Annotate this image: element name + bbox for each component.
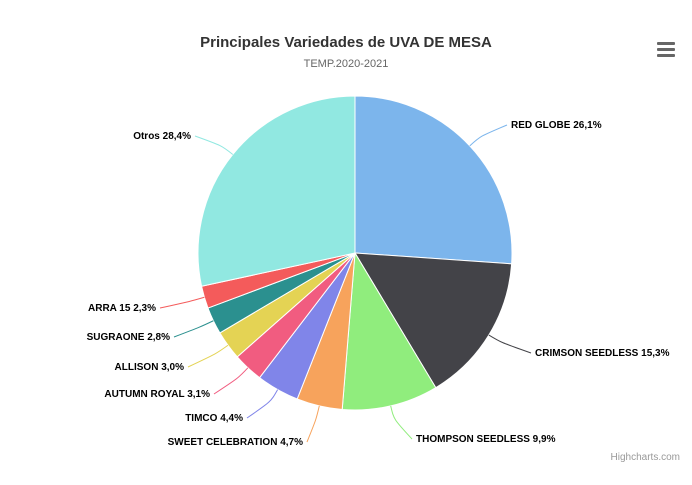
chart-subtitle: TEMP.2020-2021 (303, 58, 389, 70)
data-label-otros: Otros 28,4% (133, 131, 191, 142)
data-label-timco: TIMCO 4,4% (185, 413, 243, 424)
label-connector (194, 135, 234, 155)
credits-link[interactable]: Highcharts.com (610, 452, 680, 463)
label-connector (187, 344, 229, 368)
data-label-arra-15: ARRA 15 2,3% (88, 303, 156, 314)
data-labels: RED GLOBE 26,1% CRIMSON SEEDLESS 15,3% THO… (87, 120, 670, 448)
label-connector (306, 405, 320, 443)
pie-slice-otros[interactable] (197, 95, 356, 287)
label-connector (390, 405, 413, 440)
label-connector (159, 296, 205, 309)
menu-bar (657, 48, 675, 51)
label-connector (246, 389, 279, 419)
label-connector (469, 124, 508, 147)
pie-slice-red-globe[interactable] (354, 95, 513, 265)
data-label-sugraone: SUGRAONE 2,8% (87, 332, 170, 343)
pie-slice-crimson-seedless[interactable] (354, 252, 513, 389)
data-label-autumn-royal: AUTUMN ROYAL 3,1% (104, 389, 210, 400)
data-label-crimson-seedless: CRIMSON SEEDLESS 15,3% (535, 348, 670, 359)
chart-title: Principales Variedades de UVA DE MESA (200, 34, 492, 51)
label-connectors (159, 124, 532, 443)
pie-slices (197, 95, 513, 411)
label-connector (213, 367, 249, 395)
hamburger-menu-icon[interactable] (654, 40, 678, 62)
data-label-thompson-seedless: THOMPSON SEEDLESS 9,9% (416, 434, 556, 445)
data-label-sweet-celebration: SWEET CELEBRATION 4,7% (168, 437, 303, 448)
label-connector (488, 334, 532, 354)
menu-bar (657, 54, 675, 57)
menu-bar (657, 42, 675, 45)
data-label-red-globe: RED GLOBE 26,1% (511, 120, 602, 131)
data-label-allison: ALLISON 3,0% (115, 362, 185, 373)
label-connector (173, 320, 214, 338)
